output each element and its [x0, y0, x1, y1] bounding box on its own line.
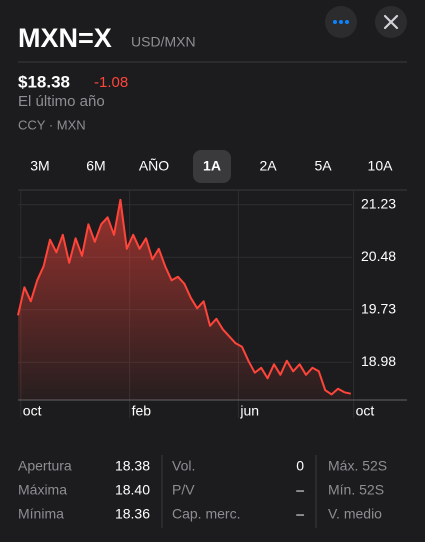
stat-label: V. medio — [328, 506, 382, 522]
tab[interactable]: 5A — [314, 158, 332, 174]
stat-label: Máx. 52S — [328, 458, 387, 474]
stat-label: Apertura — [18, 458, 72, 474]
x-tick-label: oct — [356, 403, 375, 419]
stat-label: P/V — [172, 482, 195, 498]
area — [18, 199, 351, 400]
stat-value: – — [296, 506, 304, 522]
tab[interactable]: 10A — [368, 158, 394, 174]
y-tick-label: 20.48 — [361, 248, 396, 264]
exchange: CCY · MXN — [18, 117, 86, 132]
pair: USD/MXN — [131, 34, 196, 50]
tab[interactable]: AÑO — [139, 158, 169, 174]
y-tick-label: 18.98 — [361, 353, 396, 369]
stat-value: 18.40 — [115, 482, 150, 498]
y-tick-label: 21.23 — [361, 195, 396, 211]
x-tick-label: feb — [132, 403, 152, 419]
stats: Apertura 18.38 Máxima 18.40 Mínima 18.36 Vol. 0… — [18, 458, 387, 522]
period: El último año — [18, 93, 105, 110]
x-tick-label: jun — [239, 403, 259, 419]
stat-label: Mínima — [18, 506, 64, 522]
stat-value: 18.36 — [115, 506, 150, 522]
stat-label: Máxima — [18, 482, 67, 498]
price: $18.38 — [18, 72, 70, 91]
change: -1.08 — [94, 74, 128, 91]
close-button[interactable] — [375, 6, 407, 38]
symbol: MXN=X — [18, 23, 112, 53]
tab-selected-bg — [193, 150, 231, 183]
x-tick-label: oct — [23, 403, 42, 419]
stat-label: Cap. merc. — [172, 506, 240, 522]
tab[interactable]: 1A — [203, 158, 221, 174]
tab[interactable]: 3M — [30, 158, 49, 174]
tabs: 3M 6M AÑO 1A 2A 5A 10A — [30, 150, 393, 183]
more-button[interactable] — [325, 6, 357, 38]
y-tick-label: 19.73 — [361, 300, 396, 316]
stat-value: 18.38 — [115, 458, 150, 474]
tab[interactable]: 2A — [259, 158, 277, 174]
stat-value: – — [296, 482, 304, 498]
stat-label: Vol. — [172, 458, 195, 474]
tab[interactable]: 6M — [86, 158, 105, 174]
stat-value: 0 — [296, 458, 304, 474]
chart: 21.23 20.48 19.73 18.98 oct feb jun oct — [17, 189, 407, 419]
line — [17, 198, 352, 396]
stat-label: Mín. 52S — [328, 482, 384, 498]
